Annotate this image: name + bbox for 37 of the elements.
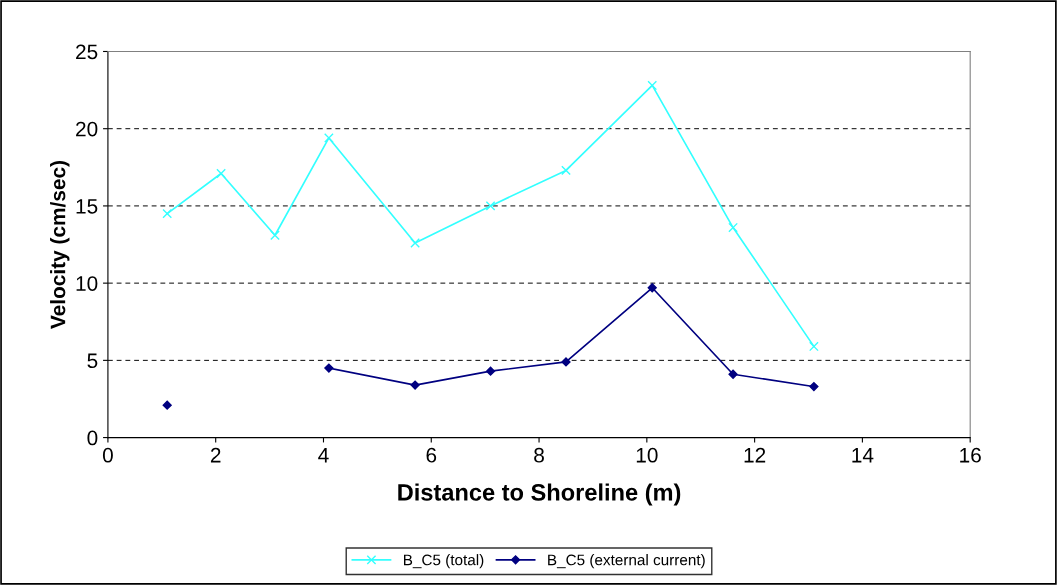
legend-label: B_C5 (total) (404, 554, 484, 569)
point (485, 201, 496, 211)
point (809, 381, 819, 392)
point (410, 380, 420, 390)
x-tick-label: 4 (318, 448, 329, 463)
point (324, 363, 334, 373)
point (647, 80, 658, 91)
x-tick-label: 14 (852, 448, 874, 463)
point (162, 400, 172, 410)
point (270, 230, 280, 241)
y-tick-label: 25 (76, 44, 98, 60)
point (561, 165, 571, 176)
point (728, 222, 738, 233)
y-tick-label: 20 (76, 121, 98, 137)
point (728, 369, 738, 379)
y-tick-label: 0 (87, 430, 98, 446)
x-tick-label: 16 (960, 447, 981, 463)
y-tick-label: 10 (76, 276, 98, 291)
x-tick-label: 2 (210, 447, 221, 463)
y-tick-label: 5 (87, 353, 98, 369)
point (162, 208, 173, 219)
point (324, 133, 334, 143)
x-tick-label: 6 (426, 447, 437, 463)
x-axis-title: Distance to Shoreline (m) (398, 483, 681, 506)
point (647, 283, 657, 293)
point (809, 341, 819, 352)
legend-label: B_C5 (external current) (548, 554, 705, 569)
point (561, 357, 571, 367)
y-tick-label: 15 (76, 199, 98, 214)
y-axis-title: Velocity (cm/sec) (50, 161, 70, 329)
x-tick-label: 0 (102, 447, 113, 463)
x-tick-label: 12 (744, 447, 766, 463)
point (410, 238, 420, 248)
x-tick-label: 10 (636, 447, 658, 463)
point (485, 366, 496, 376)
point (216, 168, 226, 179)
x-tick-label: 8 (534, 447, 544, 463)
